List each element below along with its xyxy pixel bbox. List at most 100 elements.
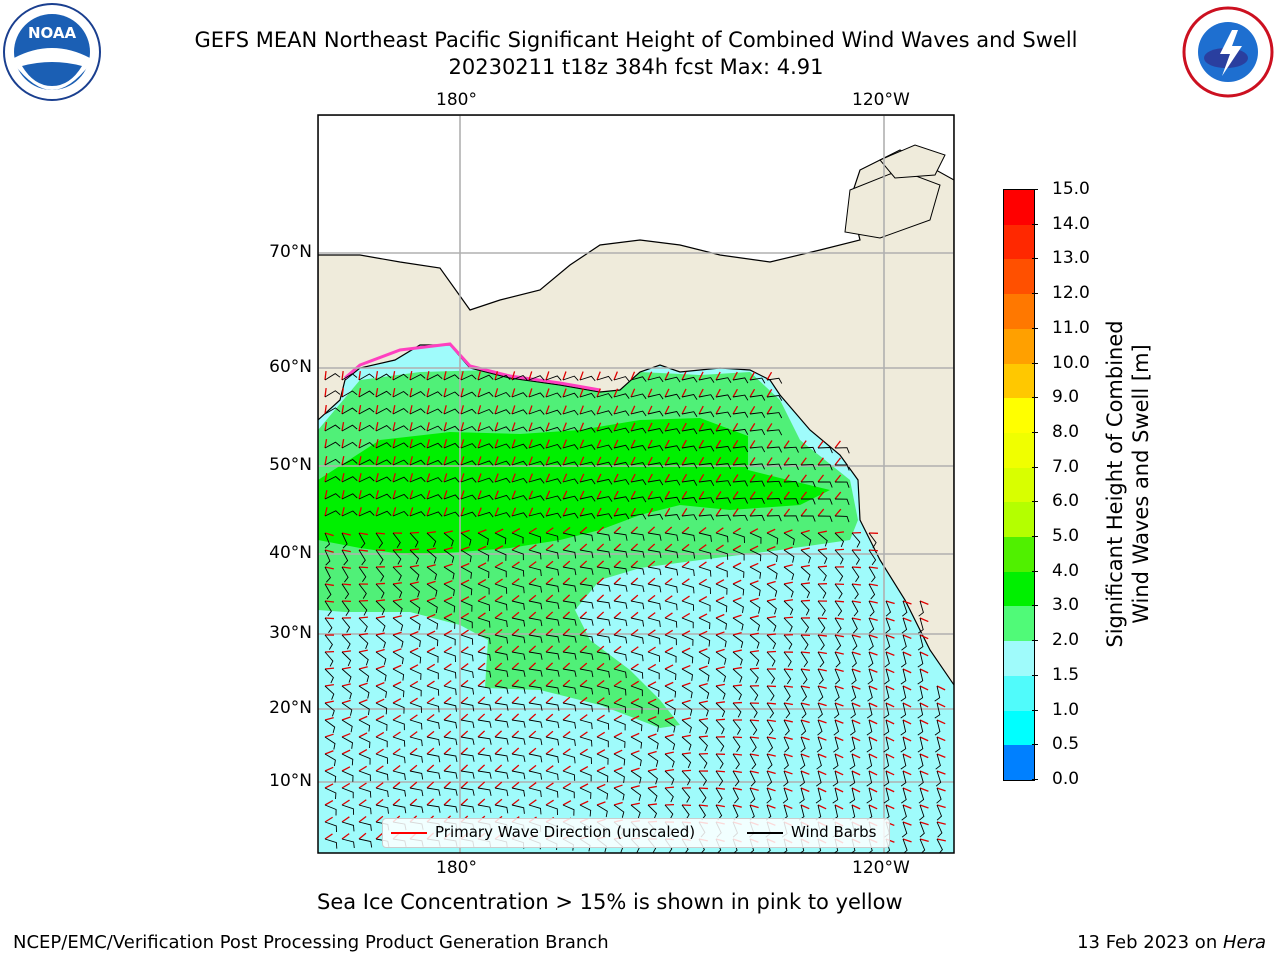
wave-direction-arrow xyxy=(783,491,790,500)
wave-direction-arrow xyxy=(477,612,486,619)
wind-barb xyxy=(545,583,560,593)
wave-direction-arrow xyxy=(851,566,862,569)
wind-barb xyxy=(460,787,475,796)
wave-direction-arrow xyxy=(579,800,589,806)
wave-direction-arrow xyxy=(528,628,537,636)
wave-direction-arrow xyxy=(358,532,368,536)
wind-barb xyxy=(732,497,749,504)
wind-barb xyxy=(511,495,528,501)
wave-direction-arrow xyxy=(766,804,776,809)
wave-direction-arrow xyxy=(647,371,653,381)
wave-direction-arrow xyxy=(341,666,351,670)
wave-direction-arrow xyxy=(409,548,420,551)
wind-barb xyxy=(596,375,613,382)
wind-barb xyxy=(613,393,630,399)
wind-barb xyxy=(511,600,525,610)
wind-barb xyxy=(562,634,577,643)
wind-barb xyxy=(900,753,907,770)
wave-direction-arrow xyxy=(698,804,709,807)
wave-direction-arrow xyxy=(596,766,606,772)
wave-direction-arrow xyxy=(579,748,588,755)
wind-barb xyxy=(528,478,545,484)
colorbar-tick-label: 14.0 xyxy=(1052,213,1090,234)
wave-direction-arrow xyxy=(443,580,453,585)
wave-direction-arrow xyxy=(851,753,861,759)
wave-direction-arrow xyxy=(715,770,726,773)
wave-direction-arrow xyxy=(630,526,639,534)
wave-direction-arrow xyxy=(749,405,756,415)
wind-barb xyxy=(715,497,732,504)
wind-barb xyxy=(817,600,826,616)
wind-barb xyxy=(477,600,490,612)
wind-barb xyxy=(900,770,907,787)
wind-barb xyxy=(511,617,526,627)
wave-direction-arrow xyxy=(460,612,470,619)
wind-barb xyxy=(715,377,732,384)
wave-direction-arrow xyxy=(562,594,571,602)
wind-barb xyxy=(749,753,757,770)
wind-barb xyxy=(664,496,681,503)
wave-direction-arrow xyxy=(902,770,912,776)
wave-direction-arrow xyxy=(426,547,436,551)
wave-direction-arrow xyxy=(528,371,533,381)
wind-barb xyxy=(698,445,715,452)
wave-direction-arrow xyxy=(358,815,367,823)
wave-direction-arrow xyxy=(783,529,793,534)
wind-barb xyxy=(900,668,907,685)
wave-direction-arrow xyxy=(664,490,671,500)
wave-direction-arrow xyxy=(341,699,351,704)
wave-direction-arrow xyxy=(613,422,619,432)
wave-direction-arrow xyxy=(613,680,622,687)
wave-direction-arrow xyxy=(460,798,469,806)
wave-direction-arrow xyxy=(749,528,759,534)
wind-barb xyxy=(392,787,407,797)
wave-direction-arrow xyxy=(766,650,777,653)
wave-direction-arrow xyxy=(664,647,674,653)
wind-barb xyxy=(494,409,511,415)
wave-direction-arrow xyxy=(477,562,487,568)
wind-barb xyxy=(409,459,426,466)
sea-ice-caption: Sea Ice Concentration > 15% is shown in … xyxy=(317,890,903,914)
wave-direction-arrow xyxy=(664,577,673,585)
wind-barb xyxy=(596,583,611,592)
wind-barb xyxy=(596,634,611,644)
wind-barb xyxy=(766,395,783,401)
wave-direction-arrow xyxy=(817,719,827,724)
lat-label-40n: 40°N xyxy=(269,543,312,563)
legend-wave-swatch xyxy=(391,832,427,834)
wave-direction-arrow xyxy=(477,679,486,687)
wind-barb xyxy=(375,617,386,632)
colorbar-tick-mark xyxy=(1032,744,1038,746)
wind-barb xyxy=(511,532,524,544)
wind-barb xyxy=(834,617,842,634)
wind-barb xyxy=(698,685,710,700)
wind-barb xyxy=(392,532,401,548)
wind-barb xyxy=(901,804,907,821)
wind-barb xyxy=(460,549,472,563)
wave-direction-arrow xyxy=(647,405,653,415)
wind-barb xyxy=(494,702,509,711)
wave-direction-arrow xyxy=(664,699,674,704)
wave-direction-arrow xyxy=(375,473,379,483)
wind-barb xyxy=(545,634,560,643)
wave-direction-arrow xyxy=(851,702,861,707)
wave-direction-arrow xyxy=(562,526,571,534)
wind-barb xyxy=(664,428,681,434)
wave-direction-arrow xyxy=(494,405,499,415)
wave-direction-arrow xyxy=(443,764,452,772)
wave-direction-arrow xyxy=(664,612,673,619)
wave-direction-arrow xyxy=(596,439,602,449)
wave-direction-arrow xyxy=(579,662,588,670)
wave-direction-arrow xyxy=(919,736,929,742)
wind-barb xyxy=(715,651,727,665)
wave-direction-arrow xyxy=(494,507,499,517)
wind-barb xyxy=(324,719,336,734)
wind-barb xyxy=(817,617,826,634)
wind-barb xyxy=(732,514,748,521)
wave-direction-arrow xyxy=(817,804,827,810)
wind-barb xyxy=(732,549,745,561)
colorbar-segment xyxy=(1004,675,1034,711)
wave-direction-arrow xyxy=(766,615,776,619)
wind-barb xyxy=(409,476,426,483)
wave-direction-arrow xyxy=(579,543,588,551)
